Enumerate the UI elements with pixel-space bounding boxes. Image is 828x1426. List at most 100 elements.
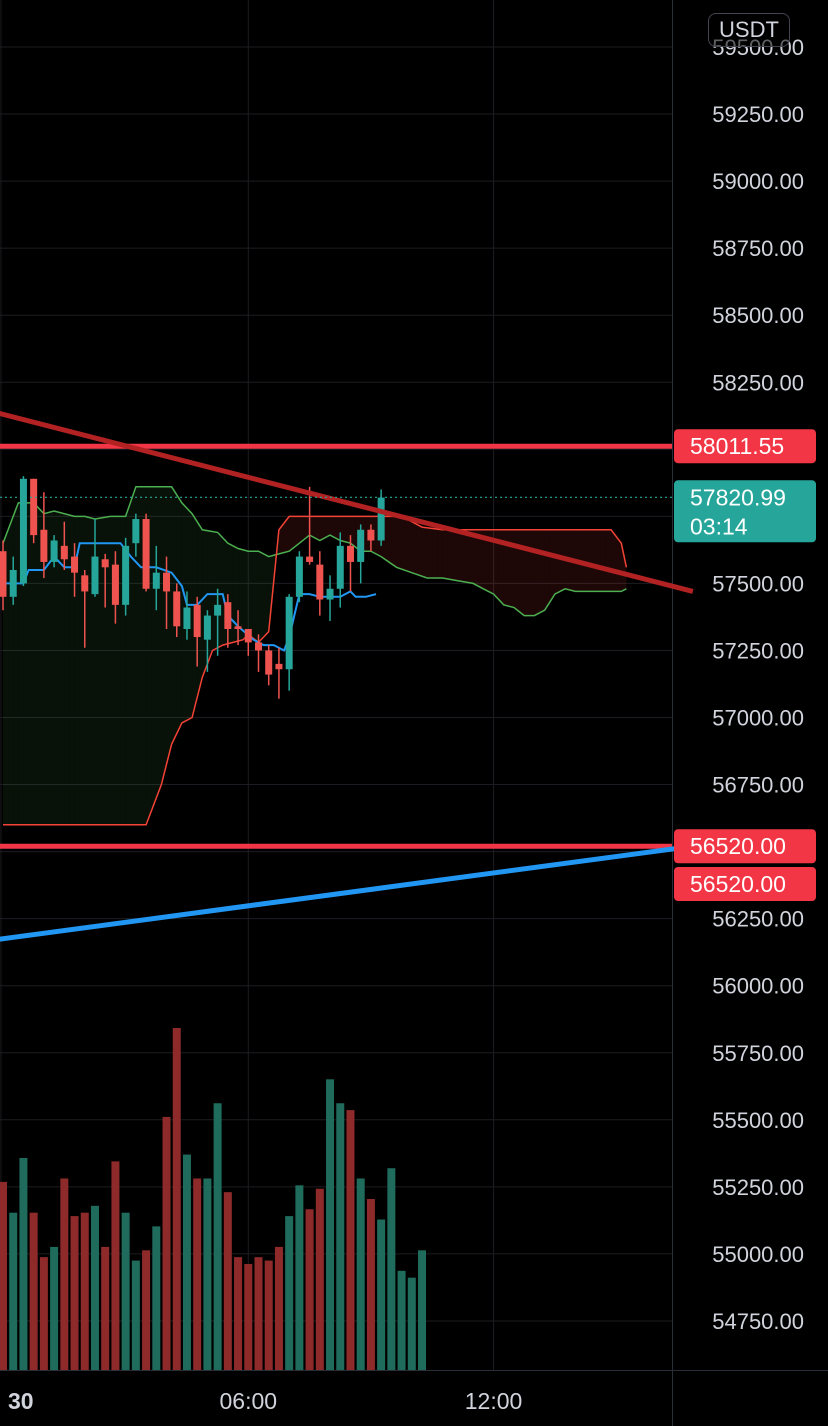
volume-bar	[182, 1154, 191, 1370]
cloud-segment	[493, 529, 499, 600]
candle-body	[91, 556, 99, 595]
cloud-segment	[452, 529, 458, 581]
marker-price-label-bg	[674, 867, 816, 901]
cloud-segment	[28, 502, 34, 825]
volume-bar	[172, 1028, 181, 1370]
cloud-segment	[161, 486, 167, 785]
candle-body	[183, 607, 191, 629]
volume-bar	[295, 1185, 304, 1370]
volume-bar	[315, 1188, 324, 1370]
cloud-segment	[105, 516, 111, 825]
candle-body	[316, 564, 324, 600]
volume-bar	[0, 1181, 7, 1370]
candle-body	[111, 564, 119, 605]
cloud-segment	[110, 516, 116, 825]
volume-bar	[305, 1209, 314, 1370]
price-tick-label: 55250.00	[712, 1175, 804, 1200]
cloud-segment	[473, 529, 479, 587]
currency-button[interactable]: USDT	[708, 13, 790, 47]
cloud-segment	[278, 523, 285, 554]
cloud-segment	[416, 524, 423, 577]
hline-price-label-bg	[674, 829, 816, 864]
volume-bar	[152, 1226, 161, 1370]
cloud-segment	[554, 529, 560, 595]
cloud-segment	[43, 512, 49, 825]
cloud-segment	[534, 529, 540, 616]
cloud-segment	[89, 517, 95, 825]
cloud-segment	[79, 516, 85, 825]
cloud-segment	[319, 516, 325, 541]
cloud-segment	[580, 529, 586, 592]
cloud-segment	[350, 516, 356, 548]
ichimoku-span-a	[2, 486, 627, 617]
last-price-label-text: 03:14	[690, 513, 748, 539]
candle-body	[275, 663, 283, 670]
candle-body	[285, 596, 293, 670]
time-tick-label: 12:00	[465, 1388, 523, 1414]
candle-body	[326, 588, 334, 600]
cloud-segment	[212, 531, 218, 651]
price-tick-label: 54750.00	[712, 1309, 804, 1334]
cloud-segment	[69, 515, 75, 825]
cloud-segment	[13, 502, 19, 825]
cloud-segment	[294, 516, 300, 548]
cloud-segment	[100, 517, 106, 825]
cloud-segment	[478, 529, 484, 589]
candle-body	[265, 650, 273, 675]
hline-price-label-bg	[674, 429, 816, 464]
cloud-segment	[151, 486, 157, 812]
cloud-segment	[38, 508, 44, 825]
cloud-segment	[437, 529, 443, 579]
volume-bar	[60, 1178, 69, 1370]
cloud-segment	[258, 551, 264, 643]
cloud-segment	[156, 486, 162, 798]
cloud-segment	[462, 529, 469, 583]
cloud-segment	[166, 486, 172, 765]
cloud-segment	[8, 516, 14, 825]
volume-bar	[336, 1103, 345, 1370]
volume-bar	[223, 1192, 232, 1370]
cloud-segment	[406, 519, 412, 573]
candle-body	[234, 626, 242, 629]
volume-bar	[121, 1212, 130, 1370]
cloud-segment	[422, 527, 428, 579]
cloud-segment	[447, 529, 453, 580]
volume-bar	[131, 1260, 140, 1370]
cloud-segment	[84, 516, 90, 825]
cloud-segment	[232, 545, 239, 643]
cloud-segment	[335, 516, 341, 541]
candle-body	[163, 572, 171, 592]
candle-body	[357, 529, 365, 562]
cloud-segment	[238, 548, 244, 642]
candle-body	[142, 519, 150, 589]
cloud-segment	[299, 516, 305, 544]
price-tick-label: 59000.00	[712, 169, 804, 194]
cloud-segment	[263, 553, 269, 638]
volume-bar	[80, 1212, 89, 1370]
cloud-segment	[243, 549, 249, 640]
volume-bar	[29, 1212, 38, 1370]
cloud-segment	[115, 516, 121, 825]
price-tick-label: 58500.00	[712, 303, 804, 328]
volume-bar	[346, 1110, 355, 1370]
volume-bar	[213, 1103, 222, 1370]
trendline-ascending	[0, 843, 694, 942]
cloud-segment	[508, 529, 514, 608]
cloud-segment	[605, 529, 612, 592]
cloud-segment	[324, 516, 331, 538]
price-tick-label: 57250.00	[712, 638, 804, 663]
volume-bar	[19, 1157, 28, 1370]
cloud-segment	[396, 516, 402, 570]
candle-body	[224, 602, 232, 629]
cloud-segment	[524, 529, 530, 616]
candle-body	[101, 559, 109, 568]
marker-price-label: 56520.00	[674, 867, 816, 901]
candle-body	[122, 545, 130, 605]
cloud-segment	[48, 510, 55, 825]
candle-body	[50, 540, 58, 562]
cloud-segment	[135, 486, 141, 825]
volume-bar	[366, 1199, 375, 1370]
cloud-segment	[340, 516, 346, 542]
candle-body	[152, 572, 160, 589]
